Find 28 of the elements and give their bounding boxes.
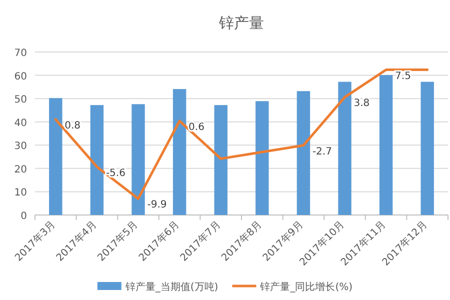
data-label: -9.9 [147, 200, 167, 211]
y-tick-label: 50 [14, 94, 27, 106]
y-tick-label: 30 [14, 141, 27, 152]
bar [338, 82, 352, 215]
legend-label: 锌产量_同比增长(%) [259, 281, 353, 293]
bar [132, 104, 145, 215]
y-tick-label: 70 [14, 48, 27, 59]
y-tick-label: 10 [14, 188, 27, 199]
y-tick-label: 0 [20, 211, 27, 222]
y-tick-label: 20 [14, 164, 27, 176]
data-label: 0.6 [188, 122, 204, 133]
chart-title: 锌产量 [218, 14, 264, 32]
bar [256, 101, 269, 215]
bar [172, 89, 186, 215]
data-label: 7.5 [395, 70, 411, 82]
data-label: -2.7 [312, 146, 332, 158]
data-label: 3.8 [354, 98, 370, 110]
bar [49, 98, 62, 215]
bar [214, 105, 228, 215]
bar [379, 75, 393, 215]
y-tick-label: 60 [14, 71, 27, 82]
bar [296, 91, 310, 215]
data-label: 0.8 [64, 120, 81, 132]
bar [420, 82, 434, 215]
y-tick-label: 40 [14, 118, 27, 129]
bar [90, 105, 104, 215]
data-label: -5.6 [106, 168, 126, 179]
legend-label: 锌产量_当期值(万吨) [124, 281, 218, 293]
